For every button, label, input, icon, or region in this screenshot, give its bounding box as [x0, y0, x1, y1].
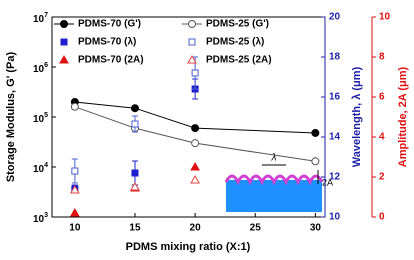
point — [70, 102, 79, 111]
y-axis-title: Storage Modulus, G' (Pa) — [5, 51, 17, 182]
x-tick-label: 30 — [310, 223, 322, 234]
inset-amplitude-label: 2A — [322, 177, 333, 187]
legend-marker — [187, 54, 197, 64]
x-axis-title: PDMS mixing ratio (X:1) — [126, 241, 251, 253]
y2-tick-label: 10 — [329, 212, 341, 223]
point — [71, 167, 79, 175]
point — [190, 161, 200, 171]
legend-label: PDMS-25 (G') — [206, 19, 269, 30]
series-line — [74, 106, 316, 162]
point — [130, 104, 139, 113]
y3-tick-label: 2 — [379, 172, 385, 183]
point — [130, 181, 140, 191]
point — [131, 120, 139, 128]
y2-tick-label: 18 — [329, 52, 341, 63]
legend-label: PDMS-25 (2A) — [206, 55, 272, 66]
point — [69, 184, 80, 194]
legend-marker — [188, 20, 196, 28]
inset-wave — [224, 174, 324, 186]
point — [191, 124, 200, 133]
series-line — [74, 101, 316, 134]
legend-marker — [60, 38, 68, 46]
y2-axis-title: Wavelength, λ (μm) — [351, 66, 363, 167]
y-tick-label: 105 — [33, 112, 48, 125]
legend-marker — [59, 54, 69, 64]
y2-tick-label: 16 — [329, 92, 341, 103]
y3-tick-label: 10 — [379, 12, 391, 23]
y3-tick-label: 8 — [379, 52, 385, 63]
point — [191, 69, 199, 77]
point — [191, 139, 200, 148]
y2-tick-label: 12 — [329, 172, 341, 183]
y-tick-label: 106 — [33, 62, 48, 75]
legend-marker — [188, 38, 196, 46]
y2-tick-label: 20 — [329, 12, 341, 23]
legend-marker — [60, 20, 68, 28]
x-tick-label: 25 — [250, 223, 262, 234]
point — [69, 207, 80, 217]
point — [311, 128, 320, 137]
x-tick-label: 20 — [190, 223, 202, 234]
x-tick-label: 10 — [69, 223, 81, 234]
y2-tick-label: 14 — [329, 132, 341, 143]
y-tick-label: 104 — [33, 162, 48, 175]
y-tick-label: 103 — [33, 212, 48, 225]
y-tick-label: 107 — [33, 12, 48, 25]
y3-tick-label: 6 — [379, 92, 385, 103]
y3-tick-label: 4 — [379, 132, 385, 143]
inset-lambda-label: λ — [271, 153, 277, 164]
legend-label: PDMS-25 (λ) — [206, 37, 264, 48]
point — [311, 157, 320, 166]
y3-axis-title: Amplitude, 2A (μm) — [397, 66, 409, 167]
point — [190, 174, 200, 184]
inset-diagram — [224, 164, 324, 212]
x-tick-label: 15 — [129, 223, 141, 234]
legend-label: PDMS-70 (λ) — [78, 37, 136, 48]
legend-label: PDMS-70 (2A) — [78, 55, 144, 66]
point — [131, 169, 139, 177]
legend-label: PDMS-70 (G') — [78, 19, 141, 30]
y3-tick-label: 0 — [379, 212, 385, 223]
